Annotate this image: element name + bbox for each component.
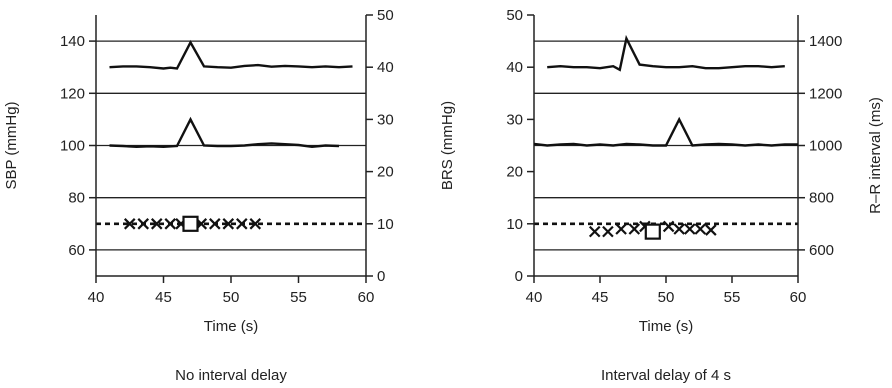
- cross-marker: [628, 223, 641, 235]
- series-line-1: [109, 39, 353, 70]
- cross-marker: [222, 218, 235, 230]
- cross-marker: [249, 218, 262, 230]
- cross-marker: [150, 218, 163, 230]
- left-y-tick-label: 30: [506, 111, 523, 128]
- cross-marker: [705, 224, 717, 236]
- left-y-axis-label: BRS (mmHg): [439, 101, 456, 190]
- right-y-tick-label: 40: [377, 59, 394, 76]
- right-y-tick-label: 10: [377, 216, 394, 233]
- x-tick-label: 40: [88, 289, 105, 306]
- series-line-2: [533, 116, 798, 147]
- x-axis-label: Time (s): [204, 318, 258, 335]
- cross-marker: [164, 218, 177, 230]
- cross-marker: [236, 218, 248, 230]
- right-y-tick-label: 600: [809, 242, 834, 259]
- right-y-tick-label: 30: [377, 111, 394, 128]
- series-line-2: [109, 116, 340, 149]
- right-y-axis-label: R–R interval (ms): [867, 97, 884, 214]
- right-y-tick-label: 50: [377, 7, 394, 24]
- panel-no-interval-delay: 40 45 50 55 60 60 80 100 120 140 0 10 20 30 40 50 Time (…: [3, 7, 394, 384]
- x-tick-label: 40: [526, 289, 543, 306]
- left-y-tick-label: 40: [506, 59, 523, 76]
- x-tick-label: 60: [790, 289, 807, 306]
- cross-marker: [662, 220, 675, 233]
- x-tick-label: 50: [658, 289, 675, 306]
- panel-caption: Interval delay of 4 s: [601, 367, 731, 384]
- cross-marker: [123, 218, 136, 230]
- left-y-tick-label: 100: [60, 138, 85, 155]
- cross-marker: [209, 218, 221, 230]
- left-y-tick-label: 20: [506, 164, 523, 181]
- square-marker: [182, 215, 199, 232]
- left-y-tick-label: 140: [60, 33, 85, 50]
- right-y-tick-label: 1000: [809, 138, 842, 155]
- x-tick-label: 55: [290, 289, 307, 306]
- right-y-tick-label: 0: [377, 268, 385, 285]
- left-y-tick-label: 10: [506, 216, 523, 233]
- cross-marker: [602, 225, 614, 238]
- left-y-tick-label: 0: [515, 268, 523, 285]
- right-y-tick-label: 1200: [809, 85, 842, 102]
- left-y-axis-label: SBP (mmHg): [3, 101, 20, 189]
- cross-marker: [694, 223, 707, 235]
- panel-interval-delay: 40 45 50 55 6001020304050600800100012001400T…: [439, 7, 884, 384]
- x-tick-label: 55: [724, 289, 741, 306]
- cross-marker: [673, 223, 685, 235]
- left-y-tick-label: 50: [506, 7, 523, 24]
- x-tick-label: 50: [223, 289, 240, 306]
- x-tick-label: 60: [358, 289, 375, 306]
- x-tick-label: 45: [592, 289, 609, 306]
- cross-marker: [588, 225, 601, 238]
- left-y-tick-label: 120: [60, 85, 85, 102]
- right-y-tick-label: 1400: [809, 33, 842, 50]
- cross-marker: [615, 223, 627, 235]
- left-y-tick-label: 80: [68, 190, 85, 207]
- series-line-1: [547, 34, 785, 72]
- x-tick-label: 45: [155, 289, 172, 306]
- right-y-tick-label: 800: [809, 190, 834, 207]
- square-marker: [644, 223, 661, 240]
- right-y-tick-label: 20: [377, 164, 394, 181]
- left-y-tick-label: 60: [68, 242, 85, 259]
- cross-marker: [137, 218, 150, 230]
- cross-marker: [683, 223, 696, 235]
- panel-caption: No interval delay: [175, 367, 287, 384]
- x-axis-label: Time (s): [639, 318, 693, 335]
